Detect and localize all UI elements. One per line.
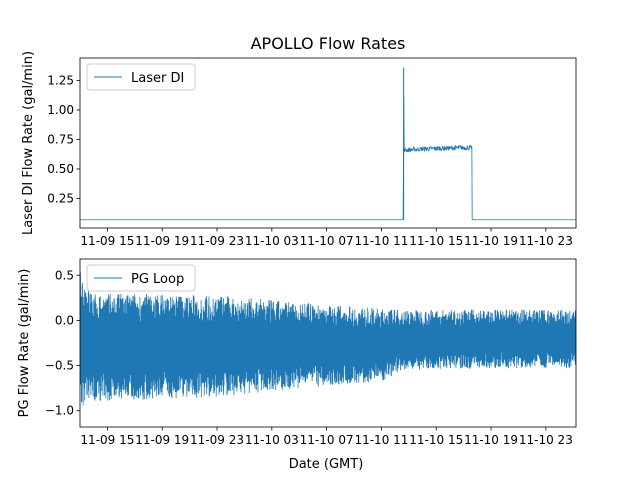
pg-loop-x-tick-label-0: 11-09 15 xyxy=(80,433,134,447)
laser-di-legend: Laser DI xyxy=(86,63,196,91)
laser-di-panel: 0.250.500.751.001.25 11-09 15 11-09 19 11-… xyxy=(21,51,577,248)
pg-loop-x-tick-label-7: 11-10 19 xyxy=(464,433,518,447)
pg-loop-x-tick-label-1: 11-09 19 xyxy=(135,433,189,447)
laser-di-series xyxy=(80,67,576,221)
pg-loop-y-tick-label-3: 0.5 xyxy=(55,268,74,282)
laser-di-x-tick-label-7: 11-10 19 xyxy=(464,234,518,248)
pg-loop-y-tick-label-0: −1.0 xyxy=(45,404,74,418)
pg-loop-line xyxy=(80,272,576,406)
laser-di-x-tick-label-1: 11-09 19 xyxy=(135,234,189,248)
laser-di-axes-frame xyxy=(79,57,577,229)
laser-di-y-tick-label-2: 0.75 xyxy=(47,132,74,146)
pg-loop-y-axis: −1.0 −0.5 0.0 0.5 xyxy=(45,268,80,418)
pg-loop-legend-box xyxy=(86,264,196,292)
laser-di-x-tick-label-3: 11-10 03 xyxy=(245,234,299,248)
laser-di-x-tick-label-2: 11-09 23 xyxy=(190,234,244,248)
chart-title: APOLLO Flow Rates xyxy=(251,34,406,53)
laser-di-y-tick-label-4: 1.25 xyxy=(47,73,74,87)
laser-di-x-tick-label-8: 11-10 23 xyxy=(519,234,573,248)
laser-di-legend-box xyxy=(86,63,196,91)
pg-loop-legend-label: PG Loop xyxy=(131,272,184,287)
pg-loop-x-tick-label-5: 11-10 11 xyxy=(354,433,408,447)
pg-loop-panel: −1.0−0.50.00.5 11-09 15 11-09 19 11-09 23 1… xyxy=(17,258,577,447)
laser-di-y-axis: 0.25 0.50 0.75 1.00 1.25 xyxy=(47,73,80,205)
x-axis-label: Date (GMT) xyxy=(289,457,364,472)
pg-loop-series xyxy=(80,272,576,406)
pg-loop-x-tick-label-4: 11-10 07 xyxy=(300,433,354,447)
pg-loop-y-label: PG Flow Rate (gal/min) xyxy=(17,269,32,418)
pg-loop-x-tick-label-8: 11-10 23 xyxy=(519,433,573,447)
pg-loop-axes-frame xyxy=(79,258,577,428)
laser-di-x-tick-label-6: 11-10 15 xyxy=(409,234,463,248)
laser-di-legend-label: Laser DI xyxy=(131,71,184,86)
laser-di-line xyxy=(80,95,576,221)
laser-di-x-tick-label-4: 11-10 07 xyxy=(300,234,354,248)
laser-di-x-tick-label-0: 11-09 15 xyxy=(80,234,134,248)
laser-di-y-label: Laser DI Flow Rate (gal/min) xyxy=(21,51,36,235)
laser-di-x-axis: 11-09 15 11-09 19 11-09 23 11-10 03 11-10 07… xyxy=(80,228,573,248)
pg-loop-x-tick-label-3: 11-10 03 xyxy=(245,433,299,447)
pg-loop-y-tick-label-1: −0.5 xyxy=(45,359,74,373)
pg-loop-x-axis: 11-09 15 11-09 19 11-09 23 11-10 03 11-10 07… xyxy=(80,427,573,447)
pg-loop-x-tick-label-2: 11-09 23 xyxy=(190,433,244,447)
pg-loop-legend: PG Loop xyxy=(86,264,196,292)
laser-di-y-tick-label-0: 0.25 xyxy=(47,191,74,205)
laser-di-y-tick-label-1: 0.50 xyxy=(47,162,74,176)
pg-loop-x-tick-label-6: 11-10 15 xyxy=(409,433,463,447)
pg-loop-y-tick-label-2: 0.0 xyxy=(55,313,74,327)
laser-di-y-tick-label-3: 1.00 xyxy=(47,103,74,117)
laser-di-x-tick-label-5: 11-10 11 xyxy=(354,234,408,248)
